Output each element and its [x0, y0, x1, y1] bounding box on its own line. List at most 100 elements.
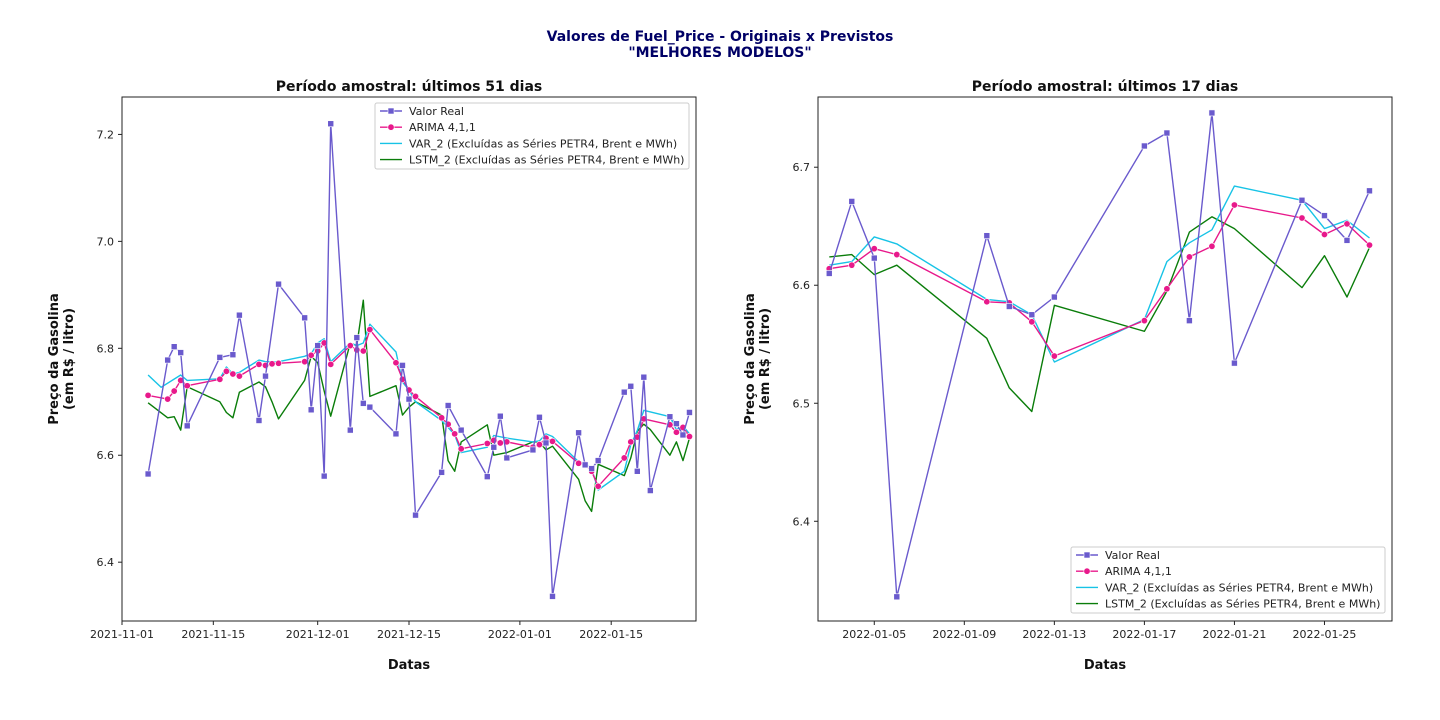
data-point-arima [594, 482, 602, 490]
chart-title: Período amostral: últimos 17 dias [972, 79, 1239, 95]
x-tick-label: 2022-01-09 [932, 628, 996, 641]
legend-box [1070, 546, 1386, 614]
series-line-arima [829, 204, 1370, 357]
data-point-arima [301, 358, 309, 366]
data-point-real [848, 198, 856, 205]
data-point-arima [1230, 201, 1238, 209]
data-point-real [542, 439, 550, 447]
series-line-var [829, 185, 1370, 363]
legend-marker-arima [387, 123, 395, 131]
data-point-real [320, 472, 328, 480]
data-point-real [679, 431, 687, 439]
series-line-var [147, 323, 691, 491]
legend-marker-arima [1083, 567, 1091, 575]
x-tick-label: 2022-01-05 [842, 628, 906, 641]
data-point-real [490, 443, 498, 451]
data-point-real [1006, 303, 1013, 310]
y-axis-label-line1: Preço da Gasolina [47, 293, 62, 425]
series-line-lstm [829, 216, 1371, 413]
data-point-arima [275, 359, 283, 367]
legend-label-real: Valor Real [409, 105, 464, 118]
x-tick-label: 2021-11-01 [90, 628, 154, 641]
legend-label-real: Valor Real [1105, 549, 1160, 562]
data-point-real [177, 349, 185, 356]
y-tick-label: 7.2 [97, 128, 115, 141]
data-point-real [262, 372, 269, 380]
data-point-arima [307, 351, 315, 359]
data-point-real [666, 413, 674, 421]
y-tick-label: 6.4 [793, 515, 811, 528]
y-axis-label: Preço da Gasolina(em R$ / litro) [743, 293, 773, 425]
data-point-real [1366, 187, 1373, 195]
data-point-real [686, 409, 693, 416]
legend-label-lstm: LSTM_2 (Excluídas as Séries PETR4, Brent… [409, 154, 684, 167]
legend: Valor Real ARIMA 4,1,1 VAR_2 (Excluídas as… [374, 102, 690, 170]
data-point-real [647, 487, 654, 494]
x-tick-label: 2021-11-15 [181, 628, 245, 641]
data-point-real [327, 120, 335, 128]
data-point-real [1051, 293, 1058, 301]
data-point-arima [1163, 285, 1171, 293]
legend-marker-real [1083, 551, 1091, 559]
data-point-arima [1320, 230, 1328, 238]
data-point-real [594, 457, 602, 464]
data-point-arima [438, 414, 446, 422]
legend-box [374, 102, 690, 170]
data-point-real [575, 429, 582, 437]
data-point-real [392, 430, 400, 438]
data-point-arima [620, 454, 628, 462]
data-point-real [255, 417, 263, 424]
data-point-arima [685, 433, 693, 441]
data-point-real [314, 342, 321, 349]
legend-label-lstm: LSTM_2 (Excluídas as Séries PETR4, Brent… [1105, 598, 1380, 611]
data-point-arima [255, 360, 263, 368]
x-tick-label: 2022-01-15 [579, 628, 643, 641]
data-point-real [983, 232, 991, 239]
data-point-arima [893, 251, 901, 259]
y-tick-label: 6.4 [97, 556, 115, 569]
data-point-arima [359, 347, 367, 355]
y-tick-label: 6.6 [97, 449, 115, 462]
data-point-arima [412, 392, 420, 400]
data-point-real [405, 395, 413, 403]
data-point-real [588, 465, 595, 472]
x-tick-label: 2022-01-13 [1022, 628, 1086, 641]
data-point-arima [222, 367, 230, 375]
data-point-arima [366, 326, 374, 334]
series-line-real [828, 112, 1371, 598]
data-point-real [1343, 237, 1351, 244]
data-point-arima [1298, 214, 1306, 222]
y-axis-label-line2: (em R$ / litro) [62, 308, 77, 410]
data-point-real [640, 373, 648, 381]
data-point-real [825, 270, 833, 277]
x-tick-label: 2022-01-25 [1293, 628, 1357, 641]
data-point-arima [1028, 318, 1036, 326]
data-point-arima [392, 359, 400, 367]
data-point-real [353, 334, 361, 341]
legend-label-arima: ARIMA 4,1,1 [1105, 565, 1172, 578]
data-point-real [483, 473, 491, 480]
data-point-real [1028, 311, 1036, 319]
data-point-arima [346, 342, 354, 350]
data-point-arima [496, 439, 504, 447]
data-point-arima [235, 372, 243, 380]
data-point-real [536, 413, 543, 421]
y-axis-label-line2: (em R$ / litro) [758, 308, 773, 410]
data-point-arima [451, 430, 459, 438]
data-point-real [457, 426, 465, 434]
legend-label-arima: ARIMA 4,1,1 [409, 121, 476, 134]
data-point-real [1163, 129, 1171, 137]
figure-title: Valores de Fuel_Price - Originais x Prev… [546, 29, 894, 45]
data-point-real [870, 254, 878, 262]
plot-frame [817, 96, 1393, 622]
data-point-arima [848, 261, 856, 269]
data-point-arima [627, 438, 635, 446]
data-point-real [503, 454, 511, 462]
y-axis-label: Preço da Gasolina(em R$ / litro) [47, 293, 77, 425]
series-line-arima [147, 328, 691, 487]
chart-panel-1: Período amostral: últimos 51 dias 2021-11… [47, 79, 697, 673]
data-point-arima [320, 339, 328, 347]
data-point-real [1321, 212, 1328, 219]
data-point-arima [1208, 242, 1216, 250]
